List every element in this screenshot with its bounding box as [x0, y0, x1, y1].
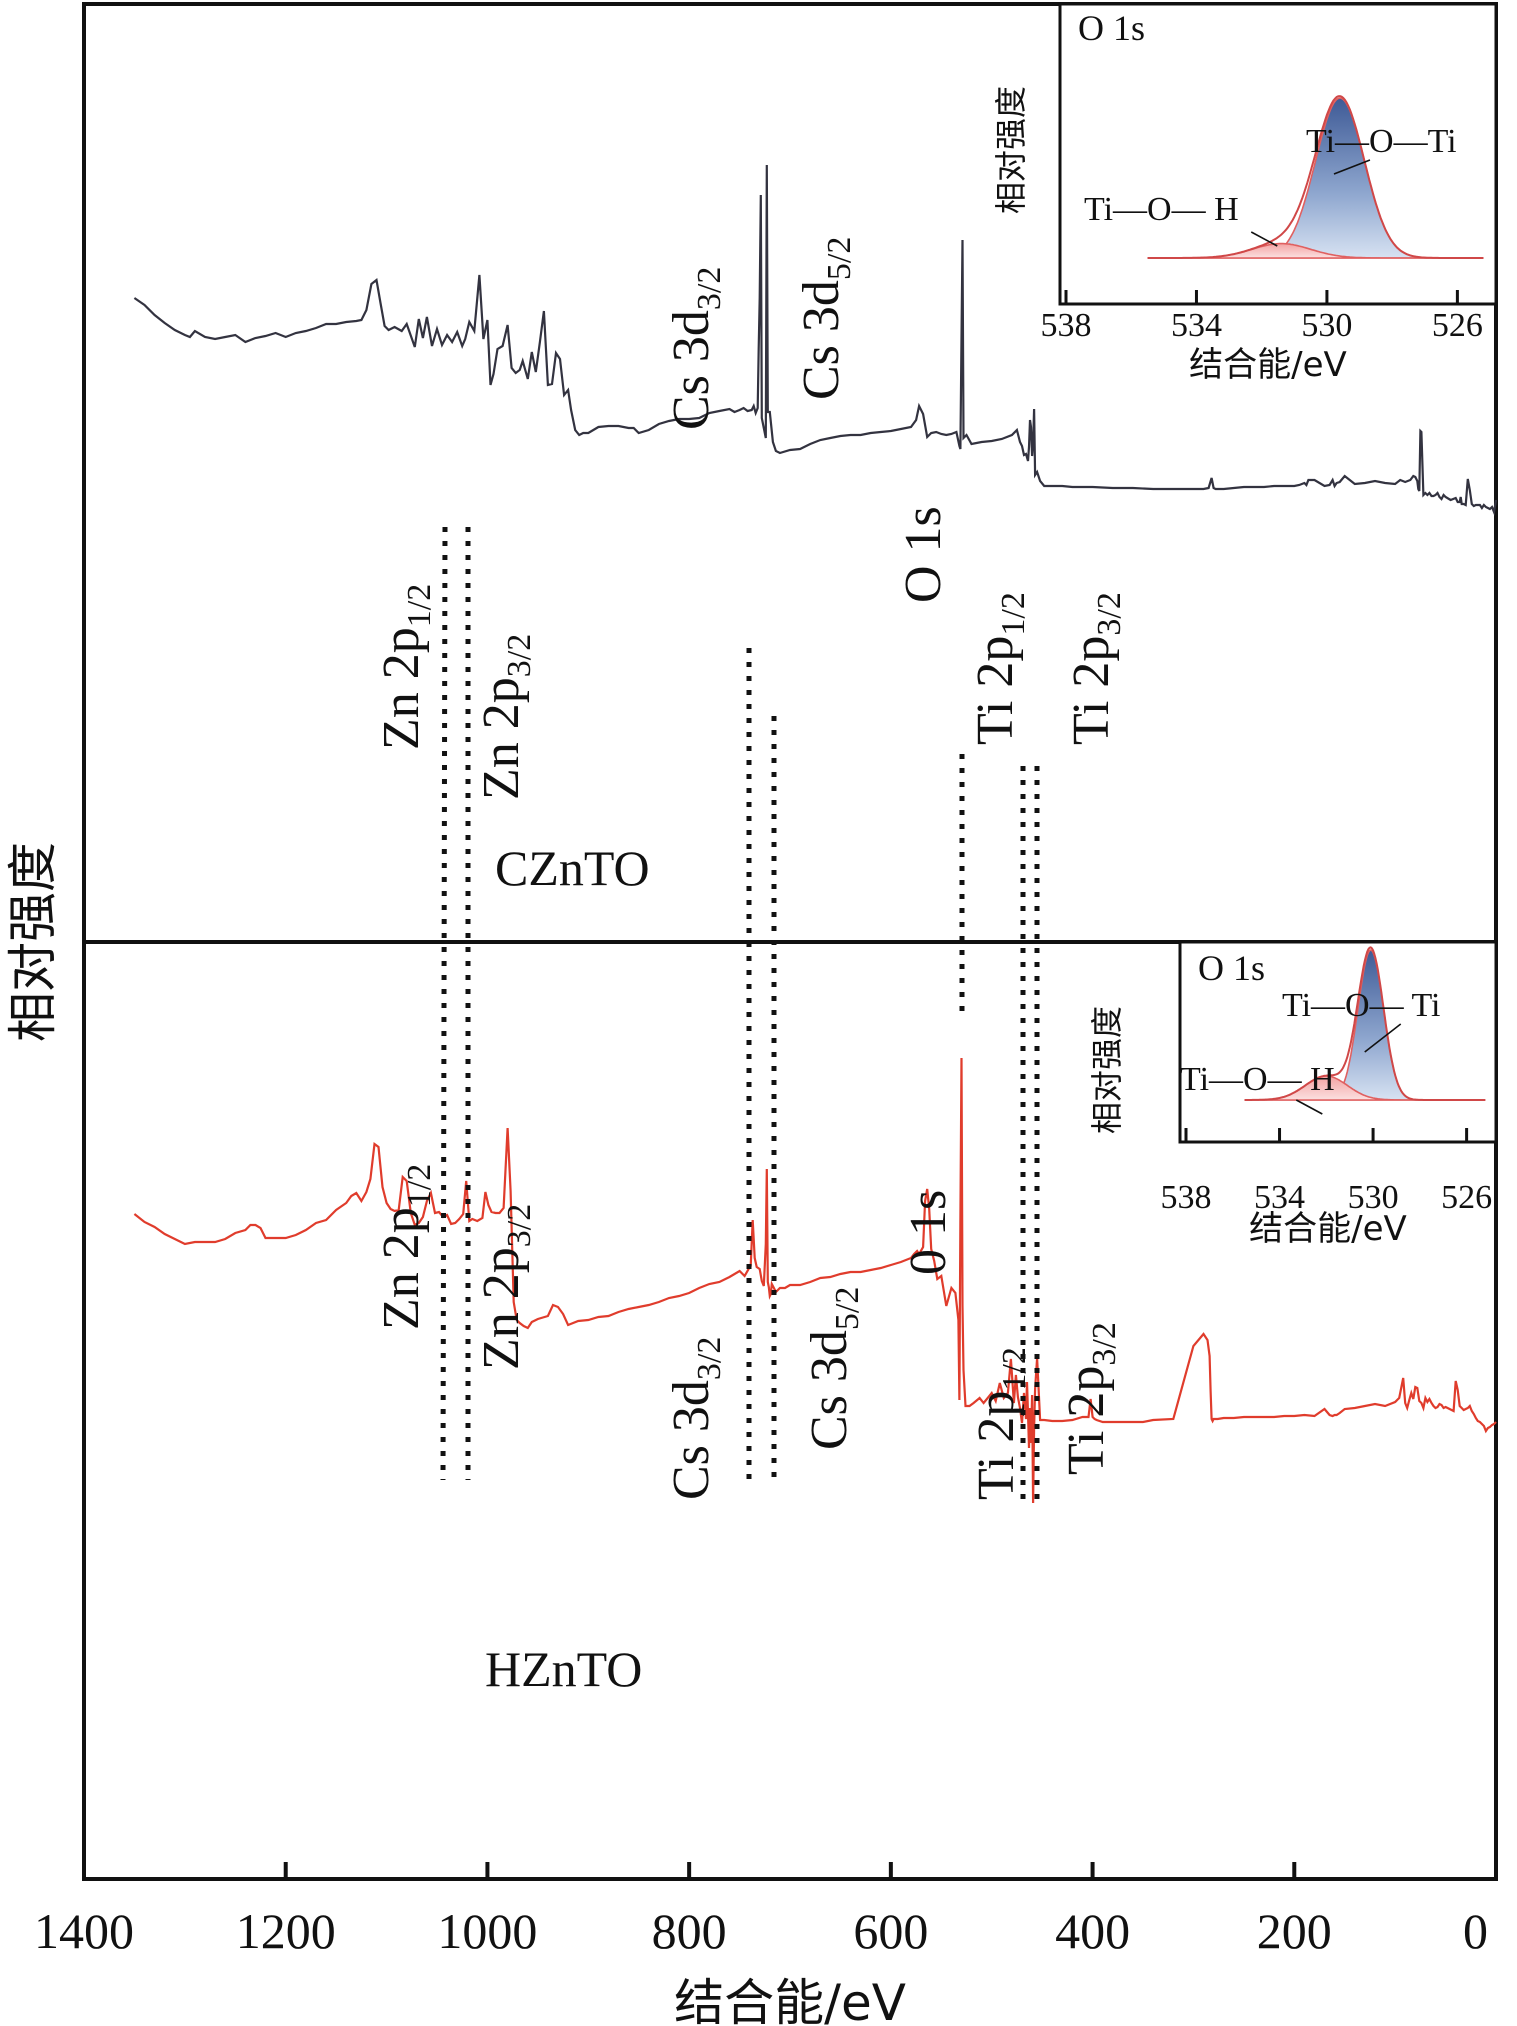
x-tick-label: 200 [1257, 1903, 1332, 1959]
label-hzn-ti-2p32: Ti 2p3/2 [1058, 1322, 1123, 1475]
x-tick-label: 600 [853, 1903, 928, 1959]
annotations-czn: Zn 2p1/2 Zn 2p3/2 Cs 3d3/2 Cs 3d5/2 O 1s… [373, 237, 1128, 800]
label-hzn-ti-2p12: Ti 2p1/2 [968, 1347, 1033, 1500]
label-czn-ti-2p12: Ti 2p1/2 [967, 592, 1032, 745]
inset-czn-o1s: 538 534 530 526 O 1s 结合能/eV 相对强度 Ti—O—Ti Ti—O— H [992, 2, 1498, 385]
inset-x-tick-label: 530 [1301, 307, 1352, 344]
inset-label-sub: Ti—O— H [1084, 191, 1239, 228]
guide-zn-2p12 [440, 526, 448, 1481]
inset-y-label: 相对强度 [1088, 1006, 1126, 1134]
inset-leader-sub [1295, 1099, 1323, 1115]
x-tick-label: 800 [652, 1903, 727, 1959]
inset-x-tick-label: 534 [1171, 307, 1222, 344]
x-tick-label: 400 [1055, 1903, 1130, 1959]
guide-lines [440, 526, 1040, 1504]
x-axis-label: 结合能/eV [674, 1974, 906, 2026]
inset-envelope [1244, 946, 1486, 1101]
inset-x-tick-label: 530 [1348, 1179, 1399, 1216]
inset-x-tick-label: 538 [1041, 307, 1092, 344]
inset-y-label: 相对强度 [992, 86, 1030, 214]
label-czn-ti-2p32: Ti 2p3/2 [1063, 592, 1128, 745]
label-czn-cs-3d52: Cs 3d5/2 [793, 237, 858, 400]
x-tick-label: 1400 [34, 1903, 134, 1959]
label-hzn-cs-3d52: Cs 3d5/2 [801, 1287, 866, 1450]
x-tick-label: 0 [1463, 1903, 1488, 1959]
sample-label-czn: CZnTO [495, 840, 650, 896]
label-hzn-zn-2p32: Zn 2p3/2 [473, 1204, 538, 1370]
inset-label-main: Ti—O— Ti [1282, 987, 1440, 1024]
inset-x-tick-label: 526 [1441, 1179, 1492, 1216]
inset-title: O 1s [1198, 948, 1265, 988]
inset-title: O 1s [1078, 8, 1145, 48]
inset-label-main: Ti—O—Ti [1306, 123, 1457, 160]
x-axis: 1400 1200 1000 800 600 400 200 0 [34, 1862, 1498, 1959]
inset-hzn-o1s: 538 534 530 526 O 1s 结合能/eV 相对强度 Ti—O— Ti Ti—O— … [1088, 940, 1498, 1249]
x-tick-label: 1200 [236, 1903, 336, 1959]
label-czn-zn-2p32: Zn 2p3/2 [473, 634, 538, 800]
inset-x-label: 结合能/eV [1249, 1209, 1407, 1249]
inset-leader-main [1364, 1023, 1402, 1053]
label-hzn-o1s: 0 1s [900, 1190, 957, 1275]
y-axis-label: 相对强度 [4, 842, 62, 1042]
label-czn-o1s: O 1s [895, 506, 952, 603]
label-czn-cs-3d32: Cs 3d3/2 [663, 267, 728, 430]
inset-label-sub: Ti—O— H [1180, 1061, 1335, 1098]
series-line-czn [133, 164, 1498, 517]
inset-envelope [1147, 95, 1484, 259]
inset-x-tick-label: 534 [1254, 1179, 1305, 1216]
label-czn-zn-2p12: Zn 2p1/2 [373, 584, 438, 750]
inset-leader-sub [1250, 231, 1278, 247]
sample-label-hzn: HZnTO [485, 1641, 642, 1697]
x-tick-label: 1000 [437, 1903, 537, 1959]
label-hzn-cs-3d32: Cs 3d3/2 [663, 1337, 728, 1500]
inset-leader-main [1333, 159, 1371, 175]
inset-x-tick-label: 538 [1161, 1179, 1212, 1216]
inset-x-tick-label: 526 [1432, 307, 1483, 344]
inset-x-label: 结合能/eV [1189, 345, 1347, 385]
inset-frame [1178, 940, 1498, 1144]
